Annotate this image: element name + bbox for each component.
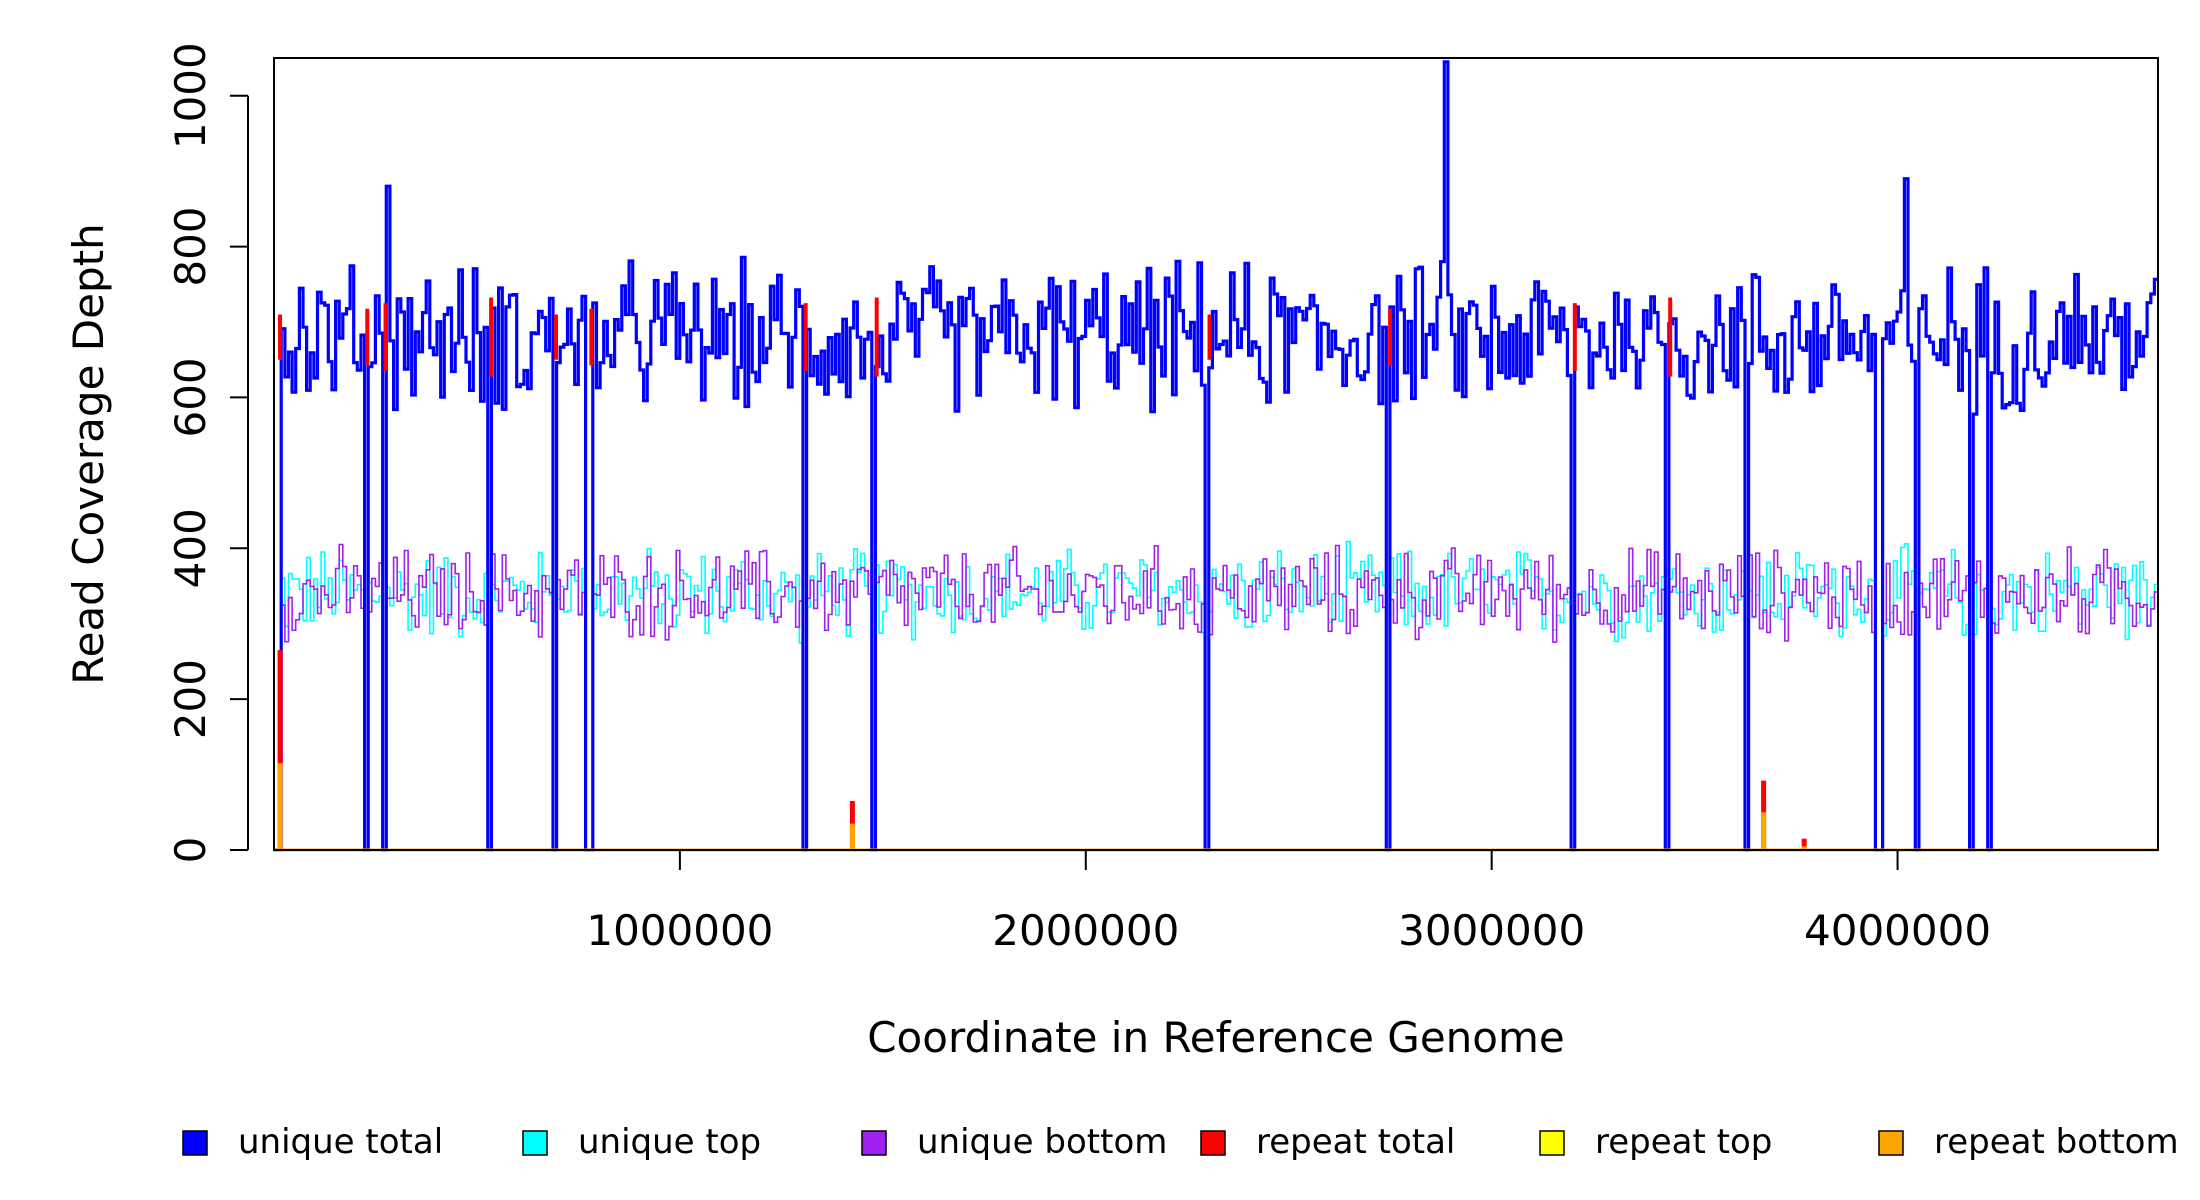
legend-item-unique-total: unique total <box>182 1122 443 1162</box>
legend-item-repeat-bottom: repeat bottom <box>1878 1122 2179 1162</box>
y-tick-label: 400 <box>166 508 215 588</box>
y-tick-label: 1000 <box>166 42 215 149</box>
legend-label: repeat total <box>1256 1122 1455 1162</box>
x-tick-label: 1000000 <box>586 906 773 955</box>
legend-swatch <box>522 1130 548 1156</box>
plot-lines <box>274 60 2158 852</box>
y-tick-label: 0 <box>166 837 215 864</box>
y-tick-label: 200 <box>166 659 215 739</box>
legend-label: repeat top <box>1595 1122 1772 1162</box>
legend-label: unique total <box>238 1122 443 1162</box>
y-axis: 0 200 400 600 800 1000 <box>166 42 249 864</box>
x-tick-label: 2000000 <box>992 906 1179 955</box>
series-line-unique-total <box>274 60 2158 852</box>
x-axis: 1000000 2000000 3000000 4000000 <box>586 849 1991 955</box>
legend: unique total unique top unique bottom repea… <box>182 1122 2179 1162</box>
x-tick-label: 4000000 <box>1804 906 1991 955</box>
legend-swatch <box>1200 1130 1226 1156</box>
legend-item-repeat-total: repeat total <box>1200 1122 1455 1162</box>
legend-item-repeat-top: repeat top <box>1539 1122 1772 1162</box>
x-axis-label: Coordinate in Reference Genome <box>867 1013 1565 1062</box>
legend-swatch <box>182 1130 208 1156</box>
legend-swatch <box>861 1130 887 1156</box>
legend-label: repeat bottom <box>1934 1122 2179 1162</box>
legend-item-unique-top: unique top <box>522 1122 761 1162</box>
legend-label: unique top <box>578 1122 761 1162</box>
y-tick-label: 600 <box>166 357 215 437</box>
legend-label: unique bottom <box>917 1122 1167 1162</box>
y-axis-label: Read Coverage Depth <box>64 223 113 684</box>
legend-swatch <box>1539 1130 1565 1156</box>
legend-item-unique-bottom: unique bottom <box>861 1122 1167 1162</box>
x-tick-label: 3000000 <box>1398 906 1585 955</box>
legend-swatch <box>1878 1130 1904 1156</box>
y-tick-label: 800 <box>166 206 215 286</box>
